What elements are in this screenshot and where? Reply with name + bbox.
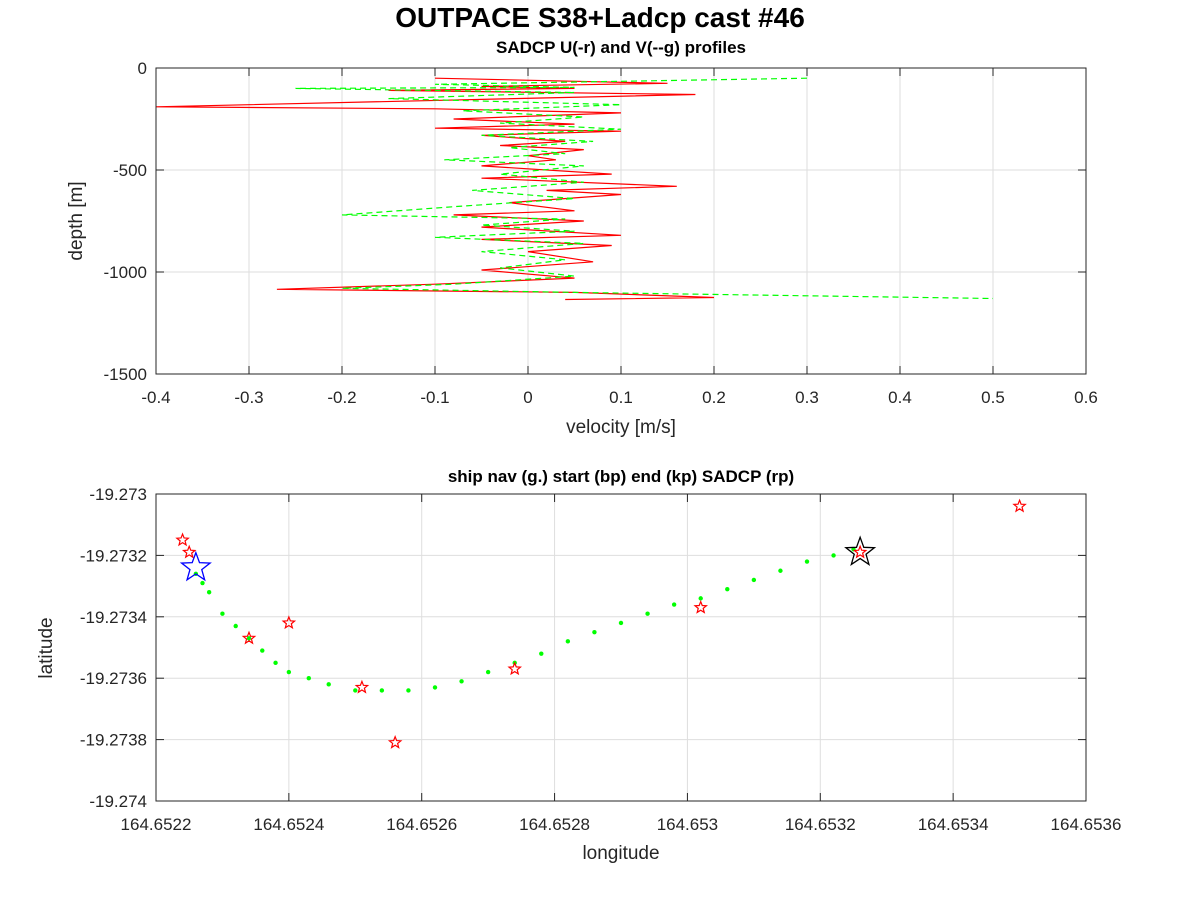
- nav-x-tick-label: 164.6534: [918, 815, 989, 834]
- nav-plot-frame: [155, 493, 1087, 802]
- ship-nav-point: [725, 586, 730, 592]
- ship-nav-point: [326, 682, 331, 687]
- ship-nav-point: [260, 648, 265, 653]
- sadcp-star-marker: [1012, 498, 1027, 513]
- nav-series: [175, 498, 1027, 749]
- sadcp-star-marker: [693, 599, 708, 614]
- profile-series: [155, 77, 994, 301]
- ship-nav-point: [406, 688, 411, 693]
- ship-nav-point: [459, 679, 464, 684]
- profile-y-tick-label: -1500: [104, 365, 147, 384]
- nav-ticks: 164.6522 164.6524 164.6526 164.6528 164.653 1…: [80, 485, 1122, 834]
- profile-x-tick-label: -0.4: [141, 388, 170, 407]
- ship-nav-point: [831, 553, 836, 558]
- nav-y-tick-label: -19.2738: [80, 731, 147, 750]
- nav-plot: ship nav (g.) start (bp) end (kp) SADCP …: [36, 467, 1121, 864]
- sadcp-star-marker: [281, 615, 297, 630]
- velocity-u-line: [155, 77, 715, 301]
- profile-x-axis-label: velocity [m/s]: [566, 417, 676, 438]
- ship-nav-point: [778, 568, 783, 573]
- sadcp-star-marker: [175, 532, 190, 547]
- profile-plot-title: SADCP U(-r) and V(--g) profiles: [496, 38, 746, 57]
- ship-nav-point: [671, 602, 677, 607]
- sadcp-star-marker: [387, 735, 403, 749]
- sadcp-star-marker: [354, 679, 370, 694]
- ship-nav-point: [539, 651, 544, 656]
- ship-nav-point: [804, 559, 810, 564]
- profile-x-tick-label: 0.3: [795, 388, 819, 407]
- nav-y-tick-label: -19.2736: [80, 669, 147, 688]
- ship-nav-point: [353, 688, 358, 693]
- ship-nav-point: [286, 669, 292, 675]
- ship-nav-point: [592, 629, 597, 635]
- ship-nav-point: [565, 639, 571, 644]
- profile-y-tick-label: -1000: [104, 263, 147, 282]
- ship-nav-point: [306, 676, 311, 681]
- end-star-marker: [844, 535, 877, 567]
- ship-nav-point: [698, 596, 703, 601]
- profile-x-tick-label: -0.2: [327, 388, 356, 407]
- profile-x-tick-label: 0.6: [1074, 388, 1098, 407]
- nav-y-axis-label: latitude: [36, 617, 57, 678]
- ship-nav-point: [379, 688, 385, 693]
- nav-y-tick-label: -19.273: [89, 485, 147, 504]
- sadcp-star-marker: [241, 630, 257, 645]
- profile-x-tick-label: 0.2: [702, 388, 726, 407]
- ship-nav-point: [233, 623, 238, 629]
- velocity-v-line: [295, 77, 994, 300]
- nav-y-tick-label: -19.2732: [80, 546, 147, 565]
- profile-y-tick-label: -500: [113, 161, 147, 180]
- profile-x-tick-label: 0: [523, 388, 532, 407]
- profile-y-tick-label: 0: [138, 59, 147, 78]
- profile-x-tick-label: -0.1: [420, 388, 449, 407]
- ship-nav-point: [273, 660, 278, 666]
- nav-x-tick-label: 164.6536: [1051, 815, 1122, 834]
- profile-y-axis-label: depth [m]: [66, 181, 87, 260]
- nav-x-tick-label: 164.653: [657, 815, 718, 834]
- nav-plot-area: [156, 494, 1086, 801]
- nav-x-tick-label: 164.6524: [253, 815, 324, 834]
- nav-x-tick-label: 164.6526: [386, 815, 457, 834]
- ship-nav-point: [206, 590, 212, 595]
- profile-x-tick-label: 0.4: [888, 388, 912, 407]
- sadcp-star-marker: [507, 661, 522, 676]
- start-star-marker: [179, 550, 212, 582]
- figure-title: OUTPACE S38+Ladcp cast #46: [395, 2, 805, 33]
- ship-nav-point: [645, 611, 650, 616]
- sadcp-star-marker: [181, 544, 197, 559]
- nav-x-axis-label: longitude: [582, 843, 659, 864]
- sadcp-star-marker: [852, 544, 868, 559]
- nav-plot-title: ship nav (g.) start (bp) end (kp) SADCP …: [448, 467, 794, 486]
- ship-nav-point: [200, 580, 205, 586]
- profile-x-tick-label: 0.1: [609, 388, 633, 407]
- nav-y-tick-label: -19.2734: [80, 608, 147, 627]
- ship-nav-point: [485, 669, 491, 675]
- nav-x-tick-label: 164.6522: [121, 815, 192, 834]
- ship-nav-point: [618, 620, 624, 626]
- nav-x-tick-label: 164.6528: [519, 815, 590, 834]
- ship-nav-point: [751, 577, 757, 583]
- ship-nav-point: [220, 611, 225, 616]
- ship-nav-point: [432, 685, 438, 690]
- ship-nav-point: [246, 636, 252, 641]
- profile-x-tick-label: -0.3: [234, 388, 263, 407]
- nav-x-tick-label: 164.6532: [785, 815, 856, 834]
- profile-ticks: -0.4 -0.3 -0.2 -0.1 0 0.1 0.2 0.3 0.4 0.5 0.6 0 -500…: [104, 59, 1098, 407]
- profile-plot: SADCP U(-r) and V(--g) profiles -0.4 -0.3…: [66, 38, 1098, 438]
- nav-y-tick-label: -19.274: [89, 792, 147, 811]
- profile-x-tick-label: 0.5: [981, 388, 1005, 407]
